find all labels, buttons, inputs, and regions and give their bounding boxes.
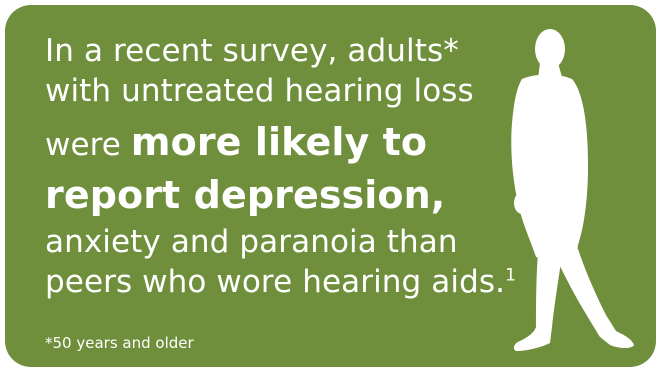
headline: In a recent survey, adults* with untreat…: [45, 31, 545, 302]
headline-line-4-bold: report depression,: [45, 173, 446, 217]
headline-line-5: anxiety and paranoia than: [45, 224, 458, 260]
headline-line-1: In a recent survey, adults*: [45, 33, 459, 69]
headline-line-2: with untreated hearing loss: [45, 73, 474, 109]
walking-man-silhouette-icon: [511, 29, 634, 351]
headline-line-3: were more likely to: [45, 113, 545, 174]
info-card: In a recent survey, adults* with untreat…: [5, 5, 656, 367]
headline-line-6: peers who wore hearing aids.1: [45, 262, 545, 302]
footnote: *50 years and older: [45, 334, 194, 352]
citation-superscript: 1: [505, 265, 516, 286]
headline-line-3-bold: more likely to: [130, 120, 428, 164]
headline-line-6-text: peers who wore hearing aids.: [45, 264, 506, 300]
headline-line-3-lead: were: [45, 127, 131, 163]
